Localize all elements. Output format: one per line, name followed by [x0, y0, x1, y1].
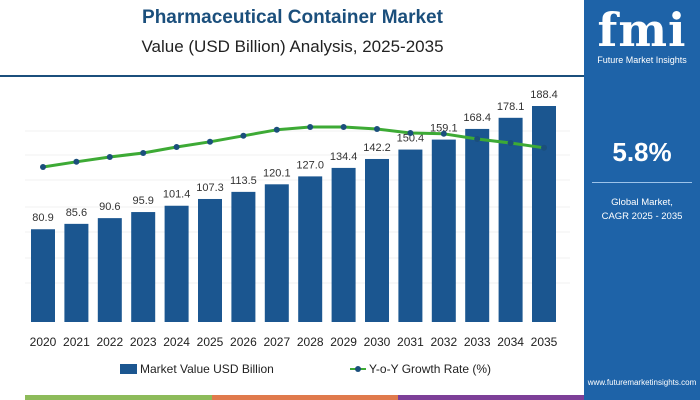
data-label-2032: 159.1 [430, 123, 458, 135]
x-tick-label-2035: 2035 [531, 335, 558, 349]
growth-point-2032 [440, 130, 447, 137]
bar-2034 [498, 117, 523, 322]
x-tick-label-2034: 2034 [497, 335, 524, 349]
growth-point-2025 [207, 138, 213, 145]
stripe-segment [398, 395, 586, 400]
growth-point-2022 [106, 154, 113, 160]
data-label-2029: 134.4 [330, 151, 358, 163]
growth-point-2027 [273, 126, 280, 133]
data-label-2034: 178.1 [497, 101, 525, 113]
stripe-segment [25, 395, 212, 400]
data-label-2023: 95.9 [132, 195, 153, 207]
data-label-2027: 120.1 [263, 167, 291, 179]
website-link[interactable]: www.futuremarketinsights.com [587, 378, 697, 387]
x-tick-label-2028: 2028 [297, 335, 324, 349]
bar-2025 [198, 198, 222, 322]
legend-label: Market Value USD Billion [140, 362, 274, 376]
bar-2023 [131, 212, 156, 322]
growth-point-2033 [474, 136, 481, 142]
cagr-label-line: Global Market, [611, 197, 673, 208]
stripe-segment [211, 395, 399, 400]
bar-2026 [231, 191, 256, 322]
data-label-2035: 188.4 [530, 89, 558, 101]
x-tick-label-2024: 2024 [163, 335, 190, 349]
x-tick-label-2026: 2026 [230, 335, 257, 349]
bar-2020 [31, 229, 55, 322]
x-tick-label-2029: 2029 [330, 335, 357, 349]
data-label-2026: 113.5 [230, 175, 257, 187]
logo-subtitle: Future Market Insights [597, 55, 687, 65]
cagr-value: 5.8% [612, 137, 672, 167]
x-tick-label-2030: 2030 [364, 335, 391, 349]
data-label-2021: 85.6 [66, 207, 87, 219]
growth-point-2020 [40, 164, 46, 170]
chart-subtitle: Value (USD Billion) Analysis, 2025-2035 [141, 37, 444, 56]
growth-point-2026 [240, 132, 247, 139]
bar-2027 [264, 184, 289, 322]
legend-line-swatch [350, 364, 366, 374]
data-label-2030: 142.2 [363, 142, 391, 154]
bar-2032 [431, 139, 456, 322]
x-tick-label-2023: 2023 [130, 335, 157, 349]
data-label-2024: 101.4 [163, 189, 191, 201]
growth-point-2021 [73, 158, 80, 165]
bar-2035 [532, 106, 556, 322]
x-tick-label-2031: 2031 [397, 335, 424, 349]
bottom-color-stripe [25, 395, 586, 400]
sidebar-panel: fmi Future Market Insights 5.8% Global M… [584, 0, 700, 400]
x-tick-label-2022: 2022 [96, 335, 123, 349]
data-label-2031: 150.4 [397, 133, 425, 145]
growth-point-2023 [140, 150, 147, 156]
data-label-2025: 107.3 [196, 182, 224, 194]
bar-2022 [97, 218, 122, 322]
fmi-logo: fmi [597, 3, 687, 57]
growth-point-2034 [507, 140, 514, 146]
data-label-2028: 127.0 [296, 159, 324, 171]
cagr-label-line: CAGR 2025 - 2035 [601, 211, 683, 222]
x-tick-label-2025: 2025 [197, 335, 224, 349]
header-divider [0, 75, 585, 77]
x-tick-label-2020: 2020 [30, 335, 57, 349]
growth-point-2030 [374, 126, 380, 132]
legend-item-growth-rate: Y-o-Y Growth Rate (%) [350, 362, 491, 376]
chart-title: Pharmaceutical Container Market [142, 7, 443, 28]
legend-bar-swatch [120, 364, 137, 374]
x-tick-label-2033: 2033 [464, 335, 491, 349]
bar-2024 [164, 205, 189, 322]
bar-2028 [298, 176, 323, 322]
growth-point-2035 [541, 144, 547, 151]
data-label-2020: 80.9 [32, 212, 53, 224]
bar-2030 [365, 158, 389, 322]
bar-2021 [64, 223, 89, 322]
growth-rate-line [42, 125, 545, 169]
x-tick-label-2027: 2027 [263, 335, 290, 349]
growth-point-2029 [340, 124, 347, 130]
bar-2033 [465, 128, 490, 322]
legend: Market Value USD Billion Y-o-Y Growth Ra… [0, 362, 585, 378]
cagr-divider [592, 182, 692, 183]
data-label-2033: 168.4 [463, 112, 491, 124]
legend-label: Y-o-Y Growth Rate (%) [369, 362, 492, 376]
growth-point-2028 [307, 124, 314, 130]
cagr-label: Global Market, CAGR 2025 - 2035 [584, 196, 700, 224]
growth-point-2031 [407, 130, 414, 136]
bar-2029 [331, 167, 356, 322]
growth-point-2024 [173, 144, 180, 150]
bar-2031 [398, 149, 423, 322]
x-tick-label-2032: 2032 [430, 335, 457, 349]
legend-item-market-value: Market Value USD Billion [120, 362, 274, 376]
data-label-2022: 90.6 [99, 201, 120, 213]
x-tick-label-2021: 2021 [63, 335, 90, 349]
chart-plot: 80.9 2020 85.6 2021 90.6 2022 95.9 2023 101.4 202… [25, 89, 570, 349]
